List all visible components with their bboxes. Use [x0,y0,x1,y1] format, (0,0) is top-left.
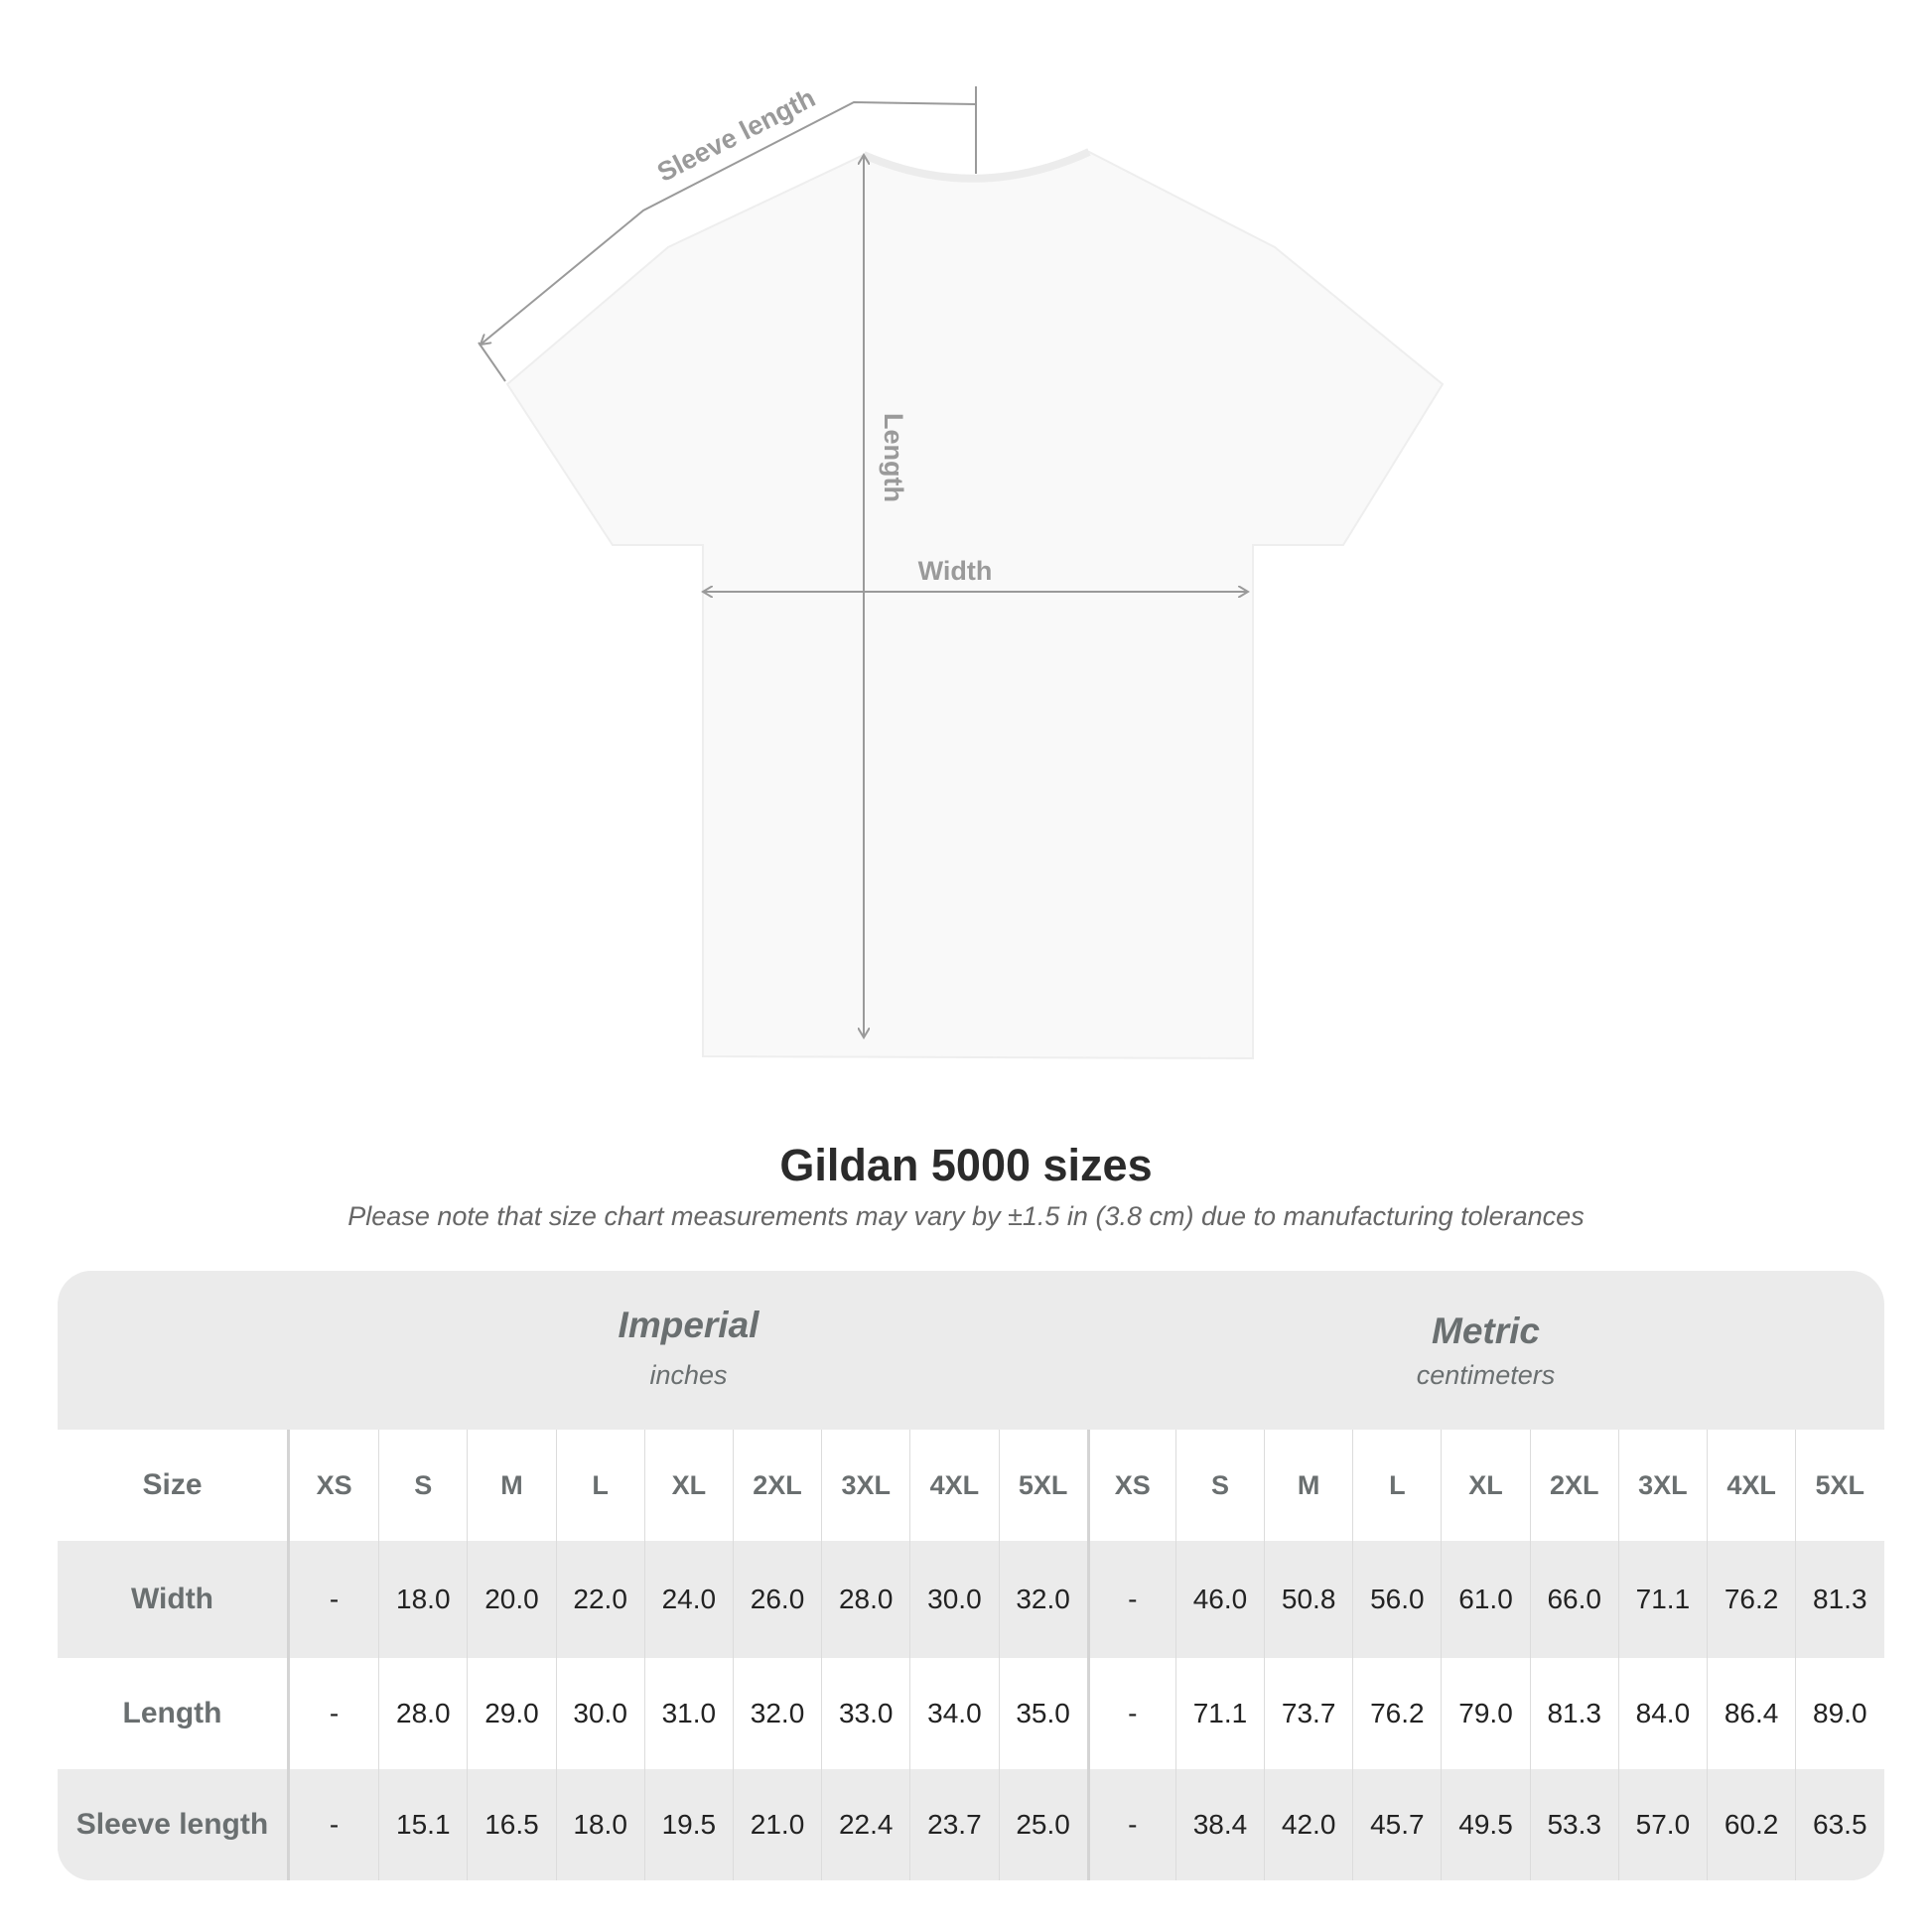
value-cell: 76.2 [1352,1658,1441,1769]
value-cell: 35.0 [998,1658,1087,1769]
length-label: Length [879,413,908,502]
value-cell: 21.0 [732,1769,821,1880]
sleeve-length-label: Sleeve length [652,82,820,188]
size-header-cell: S [1174,1430,1264,1541]
size-header-cell: XS [316,1469,352,1500]
size-header-cell: 5XL [998,1430,1087,1541]
value-cell: 57.0 [1617,1769,1707,1880]
size-header-cell: XS [1086,1430,1175,1541]
width-label: Width [918,556,993,586]
value-cell: 31.0 [643,1658,733,1769]
tshirt-diagram: Sleeve length Length Width [478,82,1445,1060]
value-cell: 28.0 [378,1658,467,1769]
value-cell: 15.1 [378,1769,467,1880]
value-cell: 89.0 [1795,1658,1883,1769]
value-cell: 33.0 [821,1658,909,1769]
value-cell: 29.0 [467,1658,555,1769]
value-cell: 46.0 [1174,1541,1264,1658]
sleeve-measure-line [481,100,977,345]
value-cell: 63.5 [1795,1769,1883,1880]
value-cell: 71.1 [1174,1658,1264,1769]
value-cell: 79.0 [1441,1658,1529,1769]
value-cell: 66.0 [1529,1541,1618,1658]
imperial-unit: inches [649,1360,728,1390]
value-cell: 61.0 [1441,1541,1529,1658]
value-cell: 38.4 [1174,1769,1264,1880]
value-cell: - [1086,1541,1175,1658]
tshirt-shape [505,150,1445,1060]
value-cell: 22.0 [555,1541,644,1658]
row-label: Length [58,1658,290,1769]
imperial-header: Imperial inches [290,1271,1087,1430]
value-cell: 32.0 [998,1541,1087,1658]
value-cell: 26.0 [732,1541,821,1658]
value-cell: 18.0 [555,1769,644,1880]
value-cell: 34.0 [909,1658,998,1769]
table-row: Length -28.0 29.0 30.0 31.0 32.0 33.0 34.0 35.0-… [58,1658,1884,1769]
value-cell: 42.0 [1264,1769,1352,1880]
size-header-cell: 4XL [909,1430,998,1541]
value-cell: 22.4 [821,1769,909,1880]
page-title: Gildan 5000 sizes [779,1140,1153,1190]
tolerance-note: Please note that size chart measurements… [347,1201,1585,1231]
value-cell: 30.0 [909,1541,998,1658]
value-cell: 73.7 [1264,1658,1352,1769]
value-cell: 45.7 [1352,1769,1441,1880]
size-header-cell: M [1264,1430,1352,1541]
size-header-row: Size XS S M L XL 2XL 3XL 4XL 5XL XS S M L XL 2XL 3XL 4XL 5… [58,1430,1884,1541]
size-header-cell: 4XL [1707,1430,1795,1541]
value-cell: 81.3 [1795,1541,1883,1658]
metric-header: Metric centimeters [1087,1271,1884,1430]
value-cell: 81.3 [1529,1658,1618,1769]
size-header-cell: 3XL [821,1430,909,1541]
value-cell: 32.0 [732,1658,821,1769]
size-table: Imperial inches Metric centimeters Size X… [58,1271,1884,1880]
metric-label: Metric [1432,1311,1540,1351]
value-cell: 86.4 [1707,1658,1795,1769]
row-label: Size [58,1430,290,1541]
value-cell: 49.5 [1441,1769,1529,1880]
value-cell: 28.0 [821,1541,909,1658]
value-cell: 25.0 [998,1769,1087,1880]
table-row: Sleeve length - 15.1 16.5 18.0 19.5 21.0 22.4 23… [58,1769,1884,1880]
row-label: Sleeve length [58,1769,290,1880]
size-header-cell: 2XL [732,1430,821,1541]
value-cell: 60.2 [1707,1769,1795,1880]
value-cell: 84.0 [1617,1658,1707,1769]
value-cell: - [329,1584,340,1614]
imperial-label: Imperial [618,1305,759,1345]
metric-unit: centimeters [1416,1360,1556,1390]
value-cell: 20.0 [467,1541,555,1658]
value-cell: 16.5 [467,1769,555,1880]
value-cell: 56.0 [1352,1541,1441,1658]
value-cell: - [329,1698,340,1728]
size-header-cell: M [467,1430,555,1541]
size-header-cell: 2XL [1529,1430,1618,1541]
value-cell: - [1086,1769,1175,1880]
row-label: Width [58,1541,290,1658]
value-cell: 30.0 [555,1658,644,1769]
value-cell: 71.1 [1617,1541,1707,1658]
size-header-cell: L [555,1430,644,1541]
size-header-cell: L [1352,1430,1441,1541]
size-header-cell: XL [643,1430,733,1541]
value-cell: 18.0 [378,1541,467,1658]
size-header-cell: XL [1441,1430,1529,1541]
value-cell: - [329,1809,340,1840]
value-cell: 50.8 [1264,1541,1352,1658]
size-header-cell: 3XL [1617,1430,1707,1541]
value-cell: 53.3 [1529,1769,1618,1880]
table-row: Width -18.0 20.0 22.0 24.0 26.0 28.0 30.0 32.0-4… [58,1541,1884,1658]
value-cell: 76.2 [1707,1541,1795,1658]
value-cell: 23.7 [909,1769,998,1880]
value-cell: - [1086,1658,1175,1769]
size-header-cell: 5XL [1795,1430,1883,1541]
value-cell: 24.0 [643,1541,733,1658]
size-header-cell: S [378,1430,467,1541]
value-cell: 19.5 [643,1769,733,1880]
